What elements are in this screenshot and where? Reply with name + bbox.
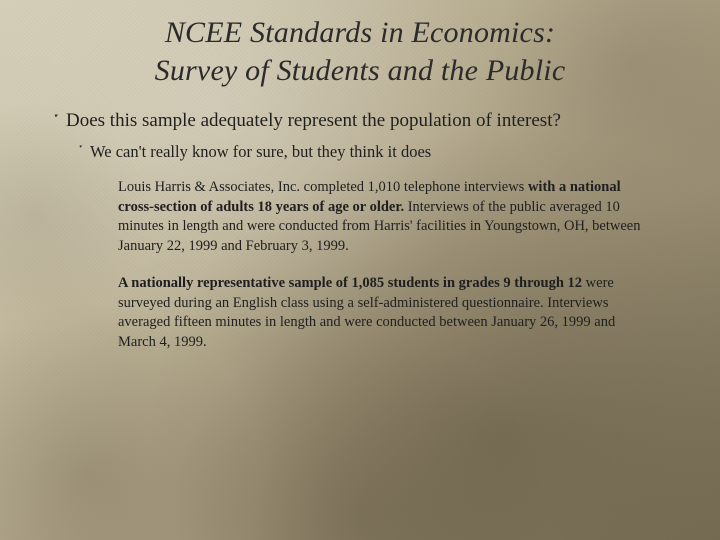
paragraph-2-bold: A nationally representative sample of 1,… [118,275,582,291]
bullet-glyph-icon: ་ [40,109,66,135]
bullet-level-2: ་ We can't really know for sure, but the… [66,141,680,164]
paragraph-1: Louis Harris & Associates, Inc. complete… [118,178,652,256]
slide-title: NCEE Standards in Economics: Survey of S… [40,14,680,89]
paragraph-2: A nationally representative sample of 1,… [118,274,652,352]
paragraph-1-pre: Louis Harris & Associates, Inc. complete… [118,179,528,195]
title-line-1: NCEE Standards in Economics: [40,14,680,52]
title-line-2: Survey of Students and the Public [40,52,680,90]
bullet-level-1-text: Does this sample adequately represent th… [66,109,561,134]
bullet-glyph-icon: ་ [66,141,90,164]
bullet-level-1: ་ Does this sample adequately represent … [40,109,680,135]
bullet-level-2-text: We can't really know for sure, but they … [90,141,431,163]
